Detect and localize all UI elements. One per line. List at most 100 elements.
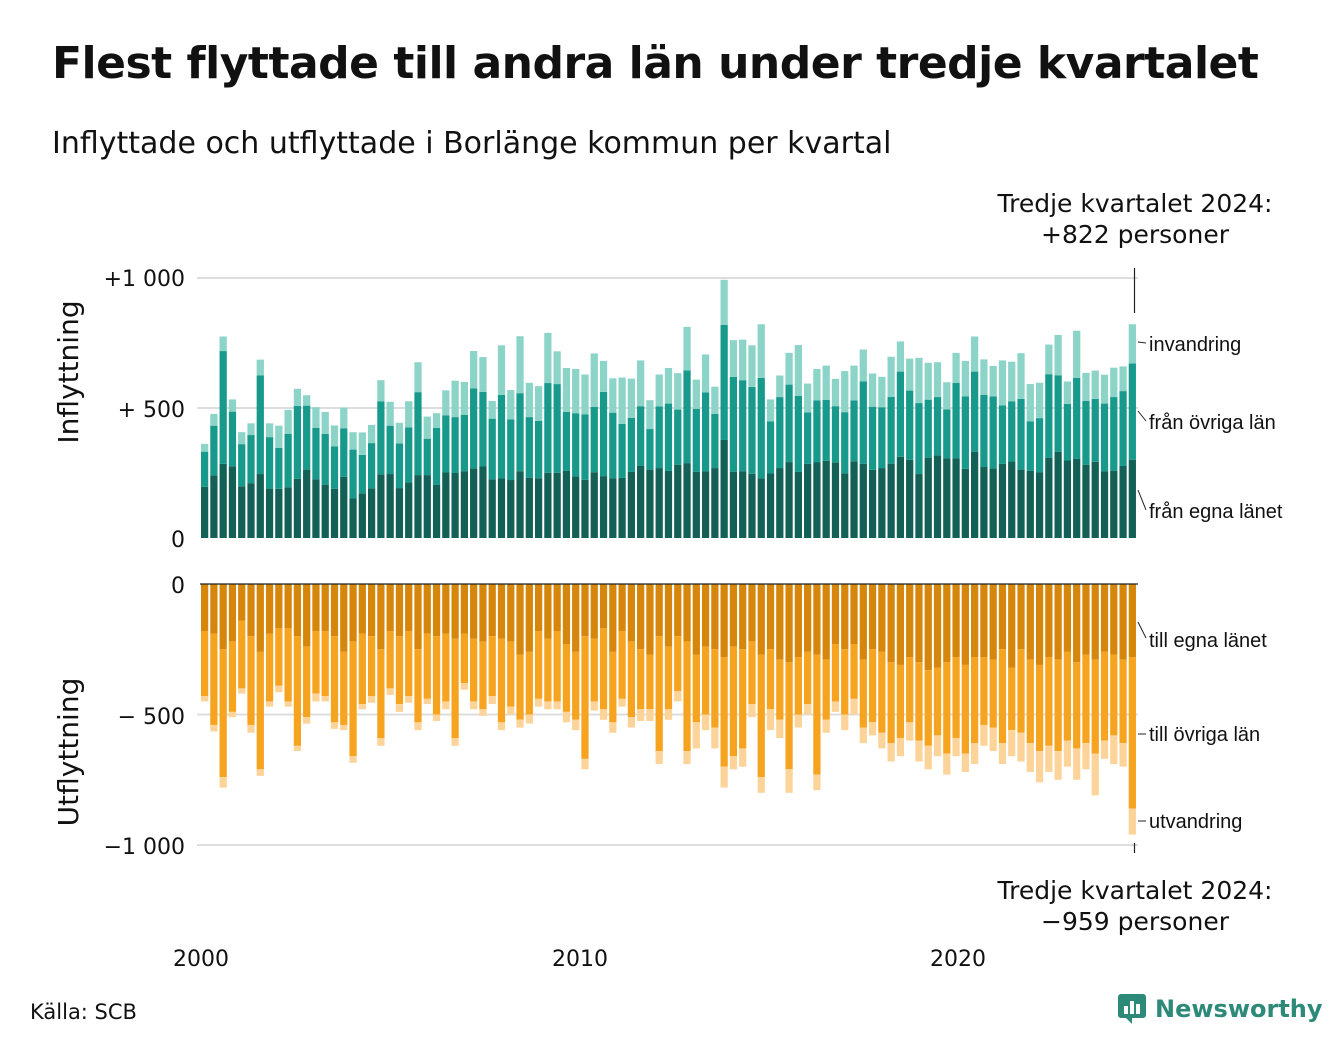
bar-till-egna-länet-97 — [1100, 584, 1109, 652]
bar-till-övriga-län-41 — [581, 636, 589, 759]
bar-utvandring-42 — [590, 701, 598, 711]
bar-till-egna-länet-88 — [1017, 584, 1025, 650]
bar-utvandring-44 — [609, 722, 617, 733]
bar-från-övriga-län-6 — [256, 375, 264, 475]
bar-till-övriga-län-20 — [386, 630, 394, 689]
bar-till-egna-länet-65 — [804, 584, 812, 652]
bar-från-övriga-län-25 — [432, 428, 441, 485]
bar-till-övriga-län-0 — [201, 630, 209, 697]
bar-utvandring-21 — [395, 704, 404, 712]
bar-från-egna-länet-20 — [386, 474, 394, 538]
bar-från-egna-länet-46 — [627, 471, 635, 538]
bar-från-egna-länet-90 — [1035, 472, 1044, 538]
bar-från-övriga-län-74 — [887, 396, 895, 464]
bar-till-egna-länet-98 — [1110, 584, 1118, 655]
bar-till-egna-länet-20 — [386, 584, 394, 631]
bar-från-egna-länet-22 — [405, 482, 413, 538]
bar-till-övriga-län-25 — [432, 636, 441, 715]
newsworthy-logo[interactable]: Newsworthy — [1117, 993, 1323, 1025]
bar-till-egna-länet-60 — [757, 584, 765, 655]
bar-utvandring-90 — [1035, 751, 1044, 783]
bar-utvandring-40 — [572, 719, 580, 731]
bar-till-egna-länet-5 — [247, 584, 255, 637]
ytick-bottom-0: 0 — [171, 574, 185, 599]
bar-utvandring-17 — [358, 704, 366, 710]
source-note: Källa: SCB — [30, 1000, 137, 1024]
bar-till-egna-länet-85 — [989, 584, 997, 660]
bar-invandring-4 — [238, 432, 246, 445]
bar-invandring-49 — [655, 374, 663, 407]
bar-till-egna-länet-13 — [321, 584, 329, 631]
bar-från-övriga-län-64 — [794, 395, 802, 472]
bar-från-övriga-län-39 — [562, 411, 571, 471]
bar-till-övriga-län-54 — [701, 646, 710, 715]
bar-till-egna-länet-96 — [1091, 584, 1099, 660]
bar-utvandring-85 — [989, 727, 997, 752]
bar-från-övriga-län-35 — [525, 417, 533, 478]
bar-invandring-41 — [581, 374, 589, 415]
bar-utvandring-31 — [488, 696, 496, 705]
bar-till-övriga-län-79 — [933, 667, 942, 736]
bar-utvandring-18 — [367, 696, 376, 703]
bar-till-egna-länet-62 — [776, 584, 784, 660]
ylabel-bottom: Utflyttning — [52, 678, 85, 827]
bar-invandring-76 — [906, 358, 914, 391]
bar-utvandring-94 — [1073, 748, 1081, 780]
bar-från-egna-länet-8 — [275, 488, 283, 538]
bar-från-egna-länet-6 — [256, 474, 264, 538]
bar-invandring-6 — [256, 359, 264, 376]
bar-från-övriga-län-3 — [228, 411, 237, 467]
bar-till-övriga-län-43 — [599, 628, 608, 710]
bar-till-övriga-län-81 — [952, 657, 960, 738]
bar-från-övriga-län-65 — [804, 412, 812, 464]
bar-invandring-69 — [841, 371, 849, 413]
bar-från-egna-länet-68 — [831, 462, 840, 538]
bar-från-egna-länet-31 — [488, 479, 496, 538]
bar-till-övriga-län-42 — [590, 638, 598, 702]
bar-invandring-94 — [1073, 330, 1081, 378]
bar-invandring-37 — [544, 332, 552, 384]
bar-invandring-55 — [711, 386, 719, 414]
bar-till-egna-länet-15 — [340, 584, 348, 652]
bar-invandring-74 — [887, 356, 895, 397]
bar-från-övriga-län-72 — [868, 406, 877, 470]
bar-från-egna-länet-53 — [692, 471, 700, 538]
bar-från-egna-länet-52 — [683, 463, 691, 538]
bar-utvandring-77 — [915, 740, 923, 762]
bottom-annotation-line1: Tredje kvartalet 2024: — [997, 876, 1273, 905]
bar-från-övriga-län-5 — [247, 435, 255, 484]
bar-utvandring-3 — [228, 711, 237, 718]
bar-till-övriga-län-5 — [247, 636, 255, 725]
bar-utvandring-41 — [581, 758, 589, 770]
bar-utvandring-53 — [692, 722, 700, 749]
bar-till-övriga-län-11 — [303, 646, 311, 718]
bar-invandring-20 — [386, 401, 394, 426]
bar-från-övriga-län-100 — [1128, 363, 1136, 460]
legend-leader-invandring — [1137, 341, 1147, 344]
bar-till-övriga-län-77 — [915, 662, 923, 741]
bar-från-egna-länet-39 — [562, 470, 571, 538]
bar-till-övriga-län-4 — [238, 620, 246, 689]
bar-till-övriga-län-66 — [813, 654, 821, 775]
bar-från-egna-länet-69 — [841, 473, 849, 538]
bar-invandring-64 — [794, 345, 802, 396]
bar-från-egna-länet-88 — [1017, 469, 1025, 538]
bar-till-övriga-län-30 — [479, 641, 487, 710]
bar-till-övriga-län-90 — [1035, 664, 1044, 752]
bar-från-egna-länet-94 — [1073, 458, 1081, 538]
bar-utvandring-65 — [804, 704, 812, 715]
bar-invandring-48 — [646, 400, 654, 430]
bar-till-egna-länet-59 — [748, 584, 756, 642]
xtick-2020: 2020 — [930, 947, 986, 972]
bar-utvandring-34 — [516, 719, 524, 728]
chart-subtitle: Inflyttade och utflyttade i Borlänge kom… — [52, 126, 892, 161]
bar-från-egna-länet-99 — [1119, 465, 1127, 538]
bar-invandring-80 — [943, 382, 951, 410]
bar-utvandring-58 — [739, 748, 747, 767]
bar-från-egna-länet-11 — [303, 469, 311, 538]
bar-från-egna-länet-37 — [544, 472, 552, 538]
bar-från-övriga-län-94 — [1073, 377, 1081, 459]
bar-från-övriga-län-90 — [1035, 418, 1044, 473]
bar-från-egna-länet-17 — [358, 493, 366, 538]
bar-utvandring-13 — [321, 696, 329, 702]
